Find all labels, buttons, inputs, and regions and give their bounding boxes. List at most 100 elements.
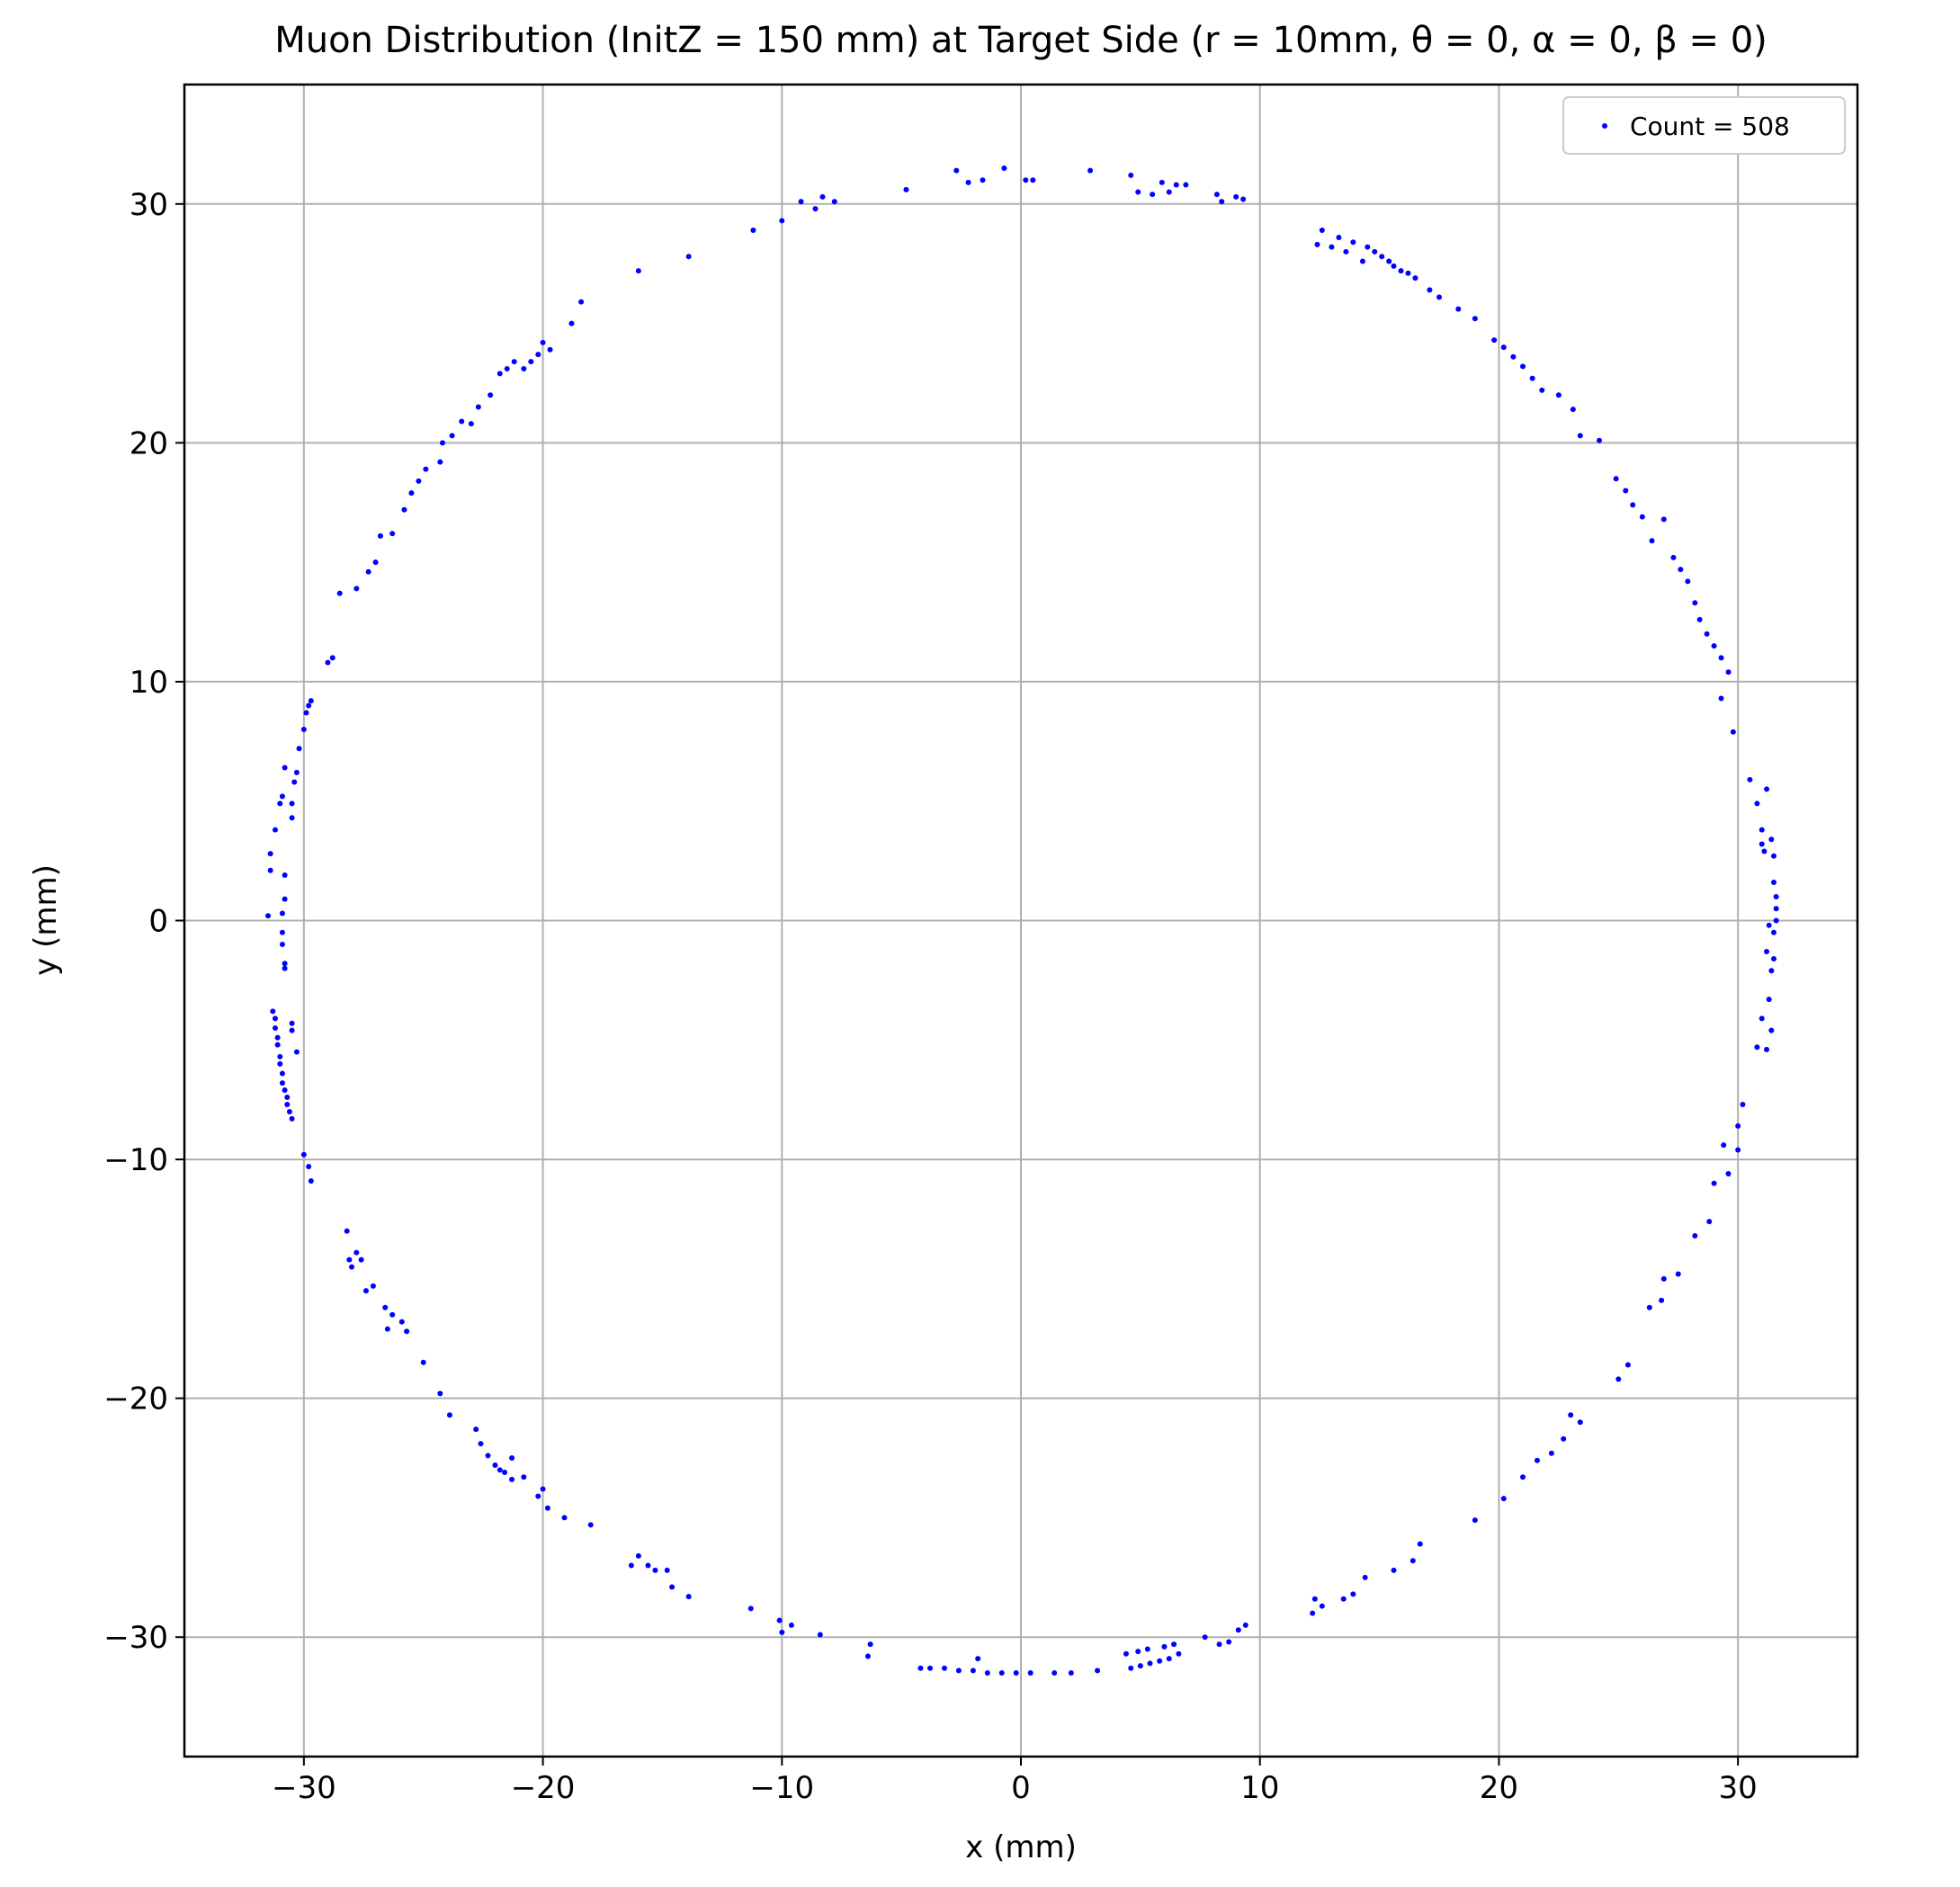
data-point bbox=[293, 1049, 300, 1055]
data-point bbox=[1759, 841, 1765, 847]
data-point bbox=[1171, 1641, 1177, 1648]
data-point bbox=[544, 1505, 550, 1511]
data-point bbox=[1365, 244, 1371, 250]
data-point bbox=[1718, 695, 1724, 702]
data-point bbox=[1176, 1650, 1182, 1657]
data-point bbox=[1372, 248, 1378, 255]
data-point bbox=[1768, 1027, 1775, 1033]
data-point bbox=[459, 418, 465, 425]
y-tick-label: 20 bbox=[130, 425, 168, 461]
data-point bbox=[1202, 1634, 1208, 1641]
data-point bbox=[282, 765, 288, 771]
data-point bbox=[1613, 476, 1619, 482]
data-point bbox=[362, 1288, 369, 1294]
data-point bbox=[1577, 433, 1583, 439]
x-tick-label: −20 bbox=[511, 1770, 576, 1806]
data-point bbox=[365, 568, 371, 575]
data-point bbox=[1692, 600, 1698, 606]
data-point bbox=[927, 1665, 934, 1671]
data-point bbox=[1319, 1603, 1325, 1609]
data-point bbox=[497, 1467, 503, 1473]
y-tick-label: −20 bbox=[103, 1382, 168, 1417]
data-point bbox=[1766, 997, 1772, 1003]
data-point bbox=[528, 359, 534, 365]
legend-marker bbox=[1602, 123, 1607, 129]
legend: Count = 508 bbox=[1562, 96, 1846, 155]
data-point bbox=[475, 404, 481, 410]
data-point bbox=[1359, 258, 1365, 264]
data-point bbox=[1561, 1435, 1567, 1442]
data-point bbox=[1773, 917, 1779, 924]
data-point bbox=[1405, 270, 1411, 276]
data-point bbox=[1166, 189, 1172, 195]
data-point bbox=[279, 1070, 285, 1077]
data-point bbox=[277, 1060, 283, 1067]
data-point bbox=[303, 710, 309, 716]
data-point bbox=[377, 532, 383, 539]
data-point bbox=[1235, 1627, 1241, 1633]
data-point bbox=[1183, 182, 1189, 188]
data-point bbox=[1548, 1450, 1554, 1456]
data-point bbox=[349, 1264, 354, 1270]
data-point bbox=[1135, 1649, 1141, 1655]
data-point bbox=[1386, 258, 1392, 264]
data-point bbox=[265, 913, 271, 919]
data-point bbox=[437, 459, 443, 465]
data-point bbox=[1166, 1656, 1172, 1662]
data-point bbox=[389, 1311, 396, 1318]
data-point bbox=[535, 352, 541, 358]
x-tick-label: 20 bbox=[1480, 1770, 1518, 1806]
data-point bbox=[408, 490, 415, 496]
data-point bbox=[1730, 729, 1736, 735]
data-point bbox=[812, 206, 819, 212]
data-point bbox=[1740, 1101, 1746, 1107]
data-point bbox=[864, 1653, 871, 1659]
data-point bbox=[779, 1629, 785, 1635]
data-point bbox=[492, 1462, 498, 1469]
data-point bbox=[1314, 241, 1320, 247]
x-tick-label: 30 bbox=[1719, 1770, 1758, 1806]
data-point bbox=[669, 1584, 676, 1590]
data-point bbox=[1391, 1567, 1397, 1573]
data-point bbox=[473, 1426, 479, 1433]
data-point bbox=[965, 179, 971, 185]
data-point bbox=[1675, 1271, 1681, 1277]
data-point bbox=[346, 1257, 353, 1263]
data-points bbox=[265, 165, 1779, 1677]
data-point bbox=[975, 1656, 981, 1662]
data-point bbox=[1764, 1046, 1770, 1052]
data-point bbox=[1159, 179, 1165, 185]
data-point bbox=[1660, 1275, 1667, 1282]
data-point bbox=[1350, 1591, 1356, 1597]
data-point bbox=[1761, 848, 1768, 854]
data-point bbox=[998, 1670, 1005, 1677]
data-point bbox=[1725, 669, 1732, 675]
data-point bbox=[1685, 578, 1691, 585]
data-point bbox=[1233, 193, 1240, 200]
data-point bbox=[1597, 437, 1603, 443]
data-point bbox=[272, 1025, 278, 1032]
data-point bbox=[1706, 1219, 1713, 1225]
data-point bbox=[798, 199, 804, 205]
data-point bbox=[308, 698, 314, 704]
data-point bbox=[1630, 502, 1636, 508]
data-point bbox=[282, 961, 288, 967]
data-point bbox=[1087, 167, 1094, 174]
data-point bbox=[279, 942, 285, 948]
data-point bbox=[296, 746, 302, 752]
data-point bbox=[1577, 1419, 1583, 1426]
data-point bbox=[1068, 1670, 1074, 1677]
data-point bbox=[1735, 1122, 1741, 1129]
data-point bbox=[272, 1015, 278, 1022]
x-axis-label: x (mm) bbox=[965, 1829, 1077, 1865]
data-point bbox=[279, 793, 285, 800]
data-point bbox=[1555, 392, 1562, 398]
data-point bbox=[1343, 248, 1349, 255]
data-point bbox=[831, 199, 837, 205]
data-point bbox=[289, 1027, 295, 1033]
data-point bbox=[578, 299, 585, 305]
data-point bbox=[1649, 538, 1655, 544]
data-point bbox=[277, 1053, 283, 1060]
data-point bbox=[1013, 1670, 1019, 1677]
